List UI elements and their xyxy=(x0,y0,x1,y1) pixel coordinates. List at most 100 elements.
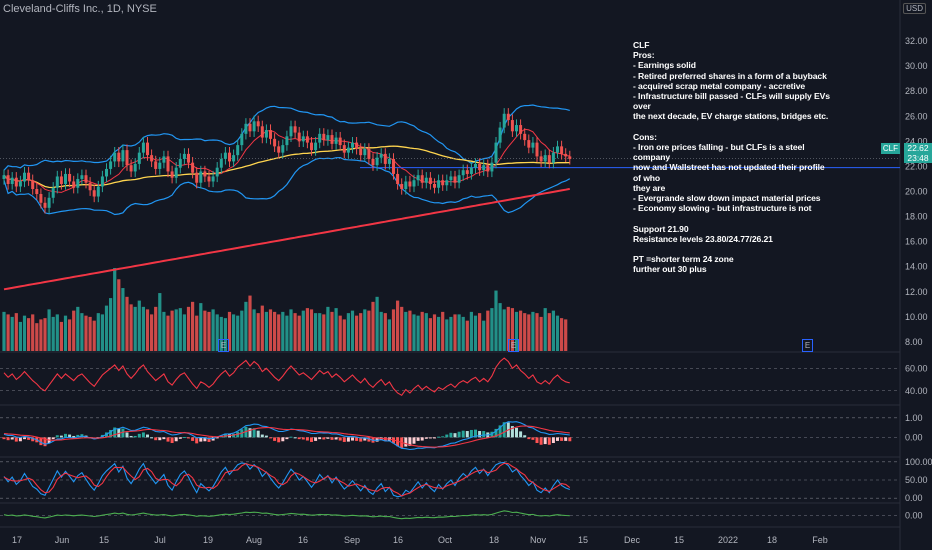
candle-body xyxy=(117,152,121,162)
volume-bar xyxy=(330,311,334,351)
volume-bar xyxy=(400,306,404,351)
macd-histogram-bar xyxy=(420,437,424,441)
candle-body xyxy=(355,142,359,149)
macd-histogram-bar xyxy=(539,437,543,445)
volume-bar xyxy=(232,314,236,351)
volume-bar xyxy=(227,311,232,351)
macd-histogram-bar xyxy=(211,437,215,441)
volume-bar xyxy=(404,311,408,351)
volume-bar xyxy=(170,310,174,351)
volume-bar xyxy=(469,311,473,351)
candle-body xyxy=(556,146,559,153)
volume-bar xyxy=(527,314,531,351)
volume-bar xyxy=(47,309,51,351)
earnings-marker[interactable]: E xyxy=(508,339,519,352)
volume-bar xyxy=(191,301,195,351)
earnings-marker-upcoming[interactable]: E xyxy=(802,339,813,352)
macd-histogram-bar xyxy=(424,437,428,439)
annotation-line: - Iron ore prices falling - but CLFs is … xyxy=(633,142,807,163)
macd-histogram-bar xyxy=(482,431,486,438)
macd-histogram-bar xyxy=(433,437,436,439)
volume-bar xyxy=(84,315,88,351)
candle-body xyxy=(375,157,379,166)
macd-histogram-bar xyxy=(252,428,256,438)
candle-body xyxy=(412,180,416,187)
candle-body xyxy=(461,170,465,176)
candle-body xyxy=(301,136,305,142)
symbol-price-tag: CLF xyxy=(880,143,900,154)
candle-body xyxy=(31,180,35,189)
volume-bar xyxy=(121,288,125,351)
candle-body xyxy=(416,175,420,181)
candle-body xyxy=(170,171,174,178)
macd-histogram-bar xyxy=(195,437,199,444)
candle-body xyxy=(420,175,424,183)
candle-body xyxy=(100,176,104,187)
macd-histogram-bar xyxy=(43,437,47,447)
currency-label[interactable]: USD xyxy=(903,3,926,14)
volume-bar xyxy=(51,316,55,351)
candle-body xyxy=(14,177,18,187)
macd-histogram-bar xyxy=(301,437,305,440)
macd-histogram-bar xyxy=(314,437,318,441)
countdown-label: 23:48 xyxy=(904,153,932,163)
volume-bar xyxy=(100,314,104,351)
candle-body xyxy=(564,153,568,157)
macd-histogram-bar xyxy=(396,437,400,447)
pane-axis-tick: 40.00 xyxy=(905,386,928,396)
candle-body xyxy=(211,176,215,182)
macd-histogram-bar xyxy=(494,428,498,438)
volume-bar xyxy=(207,311,211,351)
macd-histogram-bar xyxy=(449,432,453,438)
candle-body xyxy=(228,152,231,162)
macd-histogram-bar xyxy=(305,437,309,441)
volume-bar xyxy=(158,293,162,351)
earnings-marker[interactable]: E xyxy=(218,339,229,352)
volume-bar xyxy=(260,305,264,351)
volume-bar xyxy=(14,313,18,351)
candle-body xyxy=(174,167,178,178)
volume-bar xyxy=(88,316,92,351)
volume-bar xyxy=(314,313,318,351)
annotation-line: Cons: xyxy=(633,131,657,142)
macd-histogram-bar xyxy=(404,437,408,447)
volume-bar xyxy=(416,315,420,351)
macd-histogram-bar xyxy=(474,429,477,438)
volume-bar xyxy=(478,313,482,351)
candle-body xyxy=(203,171,207,177)
annotation-line: Support 21.90 xyxy=(633,223,689,234)
volume-bar xyxy=(309,309,314,351)
candle-body xyxy=(133,163,137,172)
candle-body xyxy=(408,181,412,187)
volume-bar xyxy=(375,296,379,351)
volume-bar xyxy=(39,319,43,351)
time-axis-tick: 15 xyxy=(578,535,588,545)
macd-histogram-bar xyxy=(556,437,559,441)
candle-body xyxy=(404,181,408,189)
candle-body xyxy=(223,152,227,159)
macd-histogram-bar xyxy=(408,437,412,446)
time-axis-tick: 15 xyxy=(99,535,109,545)
annotation-line xyxy=(633,122,833,132)
annotation-line: - Retired preferred shares in a form of … xyxy=(633,70,827,81)
macd-histogram-bar xyxy=(18,437,22,442)
macd-histogram-bar xyxy=(72,435,76,438)
price-axis-tick: 10.00 xyxy=(905,312,928,322)
volume-bar xyxy=(6,314,10,351)
candle-body xyxy=(469,167,473,174)
candle-body xyxy=(150,155,154,162)
candle-body xyxy=(400,183,404,189)
price-axis-tick: 28.00 xyxy=(905,86,928,96)
macd-histogram-bar xyxy=(412,437,416,444)
candle-body xyxy=(330,135,334,144)
macd-histogram-bar xyxy=(68,434,72,438)
macd-histogram-bar xyxy=(285,437,289,440)
volume-bar xyxy=(494,290,498,351)
candle-body xyxy=(207,176,211,182)
candle-body xyxy=(109,161,113,169)
candle-body xyxy=(260,126,264,138)
candle-body xyxy=(182,153,186,159)
pane-axis-tick: 0.00 xyxy=(905,511,923,521)
macd-histogram-bar xyxy=(338,437,342,441)
